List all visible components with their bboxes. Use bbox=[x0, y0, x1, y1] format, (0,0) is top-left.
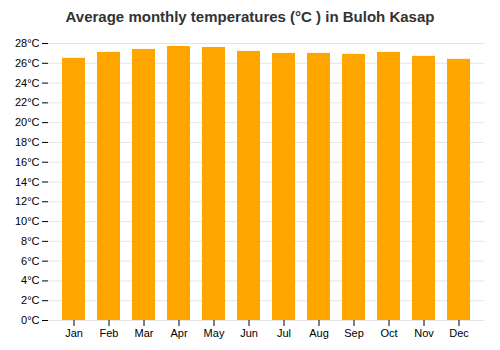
svg-text:Feb: Feb bbox=[100, 327, 119, 339]
svg-text:26°C: 26°C bbox=[15, 57, 40, 69]
svg-text:Jan: Jan bbox=[65, 327, 83, 339]
svg-text:Apr: Apr bbox=[170, 327, 187, 339]
svg-text:20°C: 20°C bbox=[15, 116, 40, 128]
svg-text:Mar: Mar bbox=[135, 327, 154, 339]
svg-text:Nov: Nov bbox=[414, 327, 434, 339]
svg-text:18°C: 18°C bbox=[15, 136, 40, 148]
svg-text:14°C: 14°C bbox=[15, 176, 40, 188]
svg-text:8°C: 8°C bbox=[21, 235, 40, 247]
svg-text:0°C: 0°C bbox=[21, 314, 40, 326]
svg-text:Jun: Jun bbox=[240, 327, 258, 339]
svg-text:12°C: 12°C bbox=[15, 195, 40, 207]
svg-text:16°C: 16°C bbox=[15, 156, 40, 168]
svg-text:Sep: Sep bbox=[344, 327, 364, 339]
html-text:Average monthly temperatures (: Average monthly temperatures (°C ) in Bu… bbox=[65, 8, 435, 25]
svg-text:28°C: 28°C bbox=[15, 37, 40, 49]
svg-text:6°C: 6°C bbox=[21, 255, 40, 267]
svg-text:10°C: 10°C bbox=[15, 215, 40, 227]
svg-text:Aug: Aug bbox=[309, 327, 329, 339]
svg-text:Dec: Dec bbox=[449, 327, 469, 339]
svg-text:24°C: 24°C bbox=[15, 77, 40, 89]
svg-text:2°C: 2°C bbox=[21, 294, 40, 306]
svg-text:4°C: 4°C bbox=[21, 274, 40, 286]
svg-text:Oct: Oct bbox=[380, 327, 397, 339]
svg-text:Jul: Jul bbox=[277, 327, 291, 339]
svg-text:22°C: 22°C bbox=[15, 96, 40, 108]
svg-text:May: May bbox=[204, 327, 225, 339]
